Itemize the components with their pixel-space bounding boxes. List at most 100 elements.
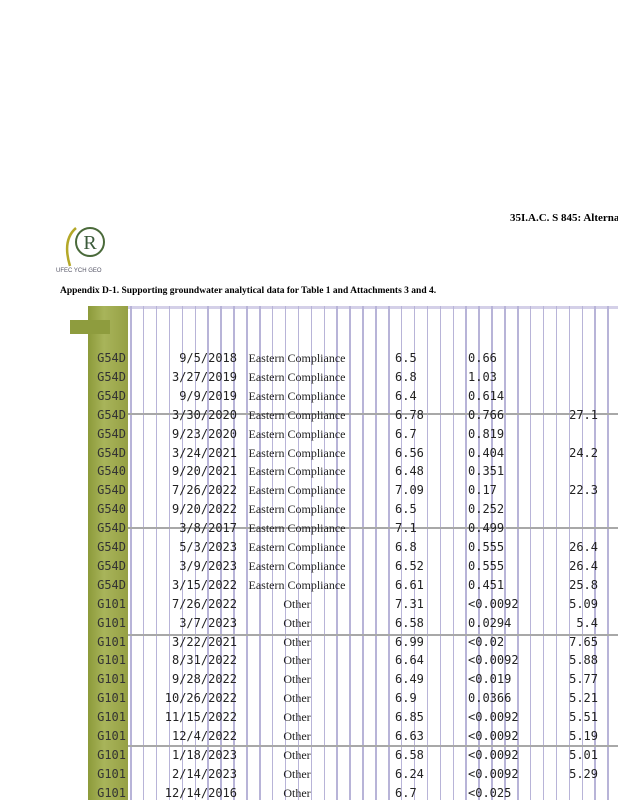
table-row: G54D 3/9/2023 Eastern Compliance 6.52 0.555 2…	[0, 557, 618, 576]
grid-column-line	[323, 306, 325, 800]
grid-column-line	[284, 306, 287, 800]
site-cell: Eastern Compliance	[248, 540, 346, 554]
well-id-cell: G101	[97, 766, 126, 781]
date-cell: 12/4/2022	[171, 729, 237, 743]
row-divider	[128, 634, 618, 636]
grid-column-line	[220, 306, 222, 800]
value-cell: <0.025	[468, 785, 512, 800]
ph-cell: 6.7	[395, 785, 417, 800]
date-cell: 3/8/2017	[179, 521, 237, 536]
svg-text:R: R	[83, 232, 97, 254]
date-cell: 8/31/2022	[171, 653, 237, 668]
grid-column-line	[465, 306, 467, 800]
value-cell: 0.66	[468, 351, 497, 365]
table-row: G54D 9/23/2020 Eastern Compliance 6.7 0.819	[0, 425, 618, 444]
date-cell: 7/26/2022	[171, 596, 237, 611]
grid-column-line	[555, 306, 558, 800]
table-row: G101 2/14/2023 Other 6.24 <0.0092 5.29	[0, 765, 618, 784]
value-cell: <0.0092	[468, 710, 519, 725]
value-cell: 7.65	[569, 634, 598, 649]
grid-column-line	[478, 306, 480, 800]
grid-column-line	[400, 306, 403, 800]
well-id-cell: G101	[97, 596, 126, 611]
site-cell: Eastern Compliance	[248, 577, 346, 592]
table-caption: Appendix D-1. Supporting groundwater ana…	[60, 286, 437, 296]
date-cell: 3/22/2021	[171, 634, 237, 649]
site-cell: Other	[283, 785, 311, 800]
ph-cell: 6.4	[395, 388, 417, 403]
value-cell: <0.0092	[468, 729, 519, 743]
value-cell: 5.09	[569, 596, 598, 611]
value-cell: 22.3	[569, 483, 598, 498]
date-cell: 3/27/2019	[171, 369, 237, 384]
grid-column-line	[413, 306, 416, 800]
well-id-cell: G540	[97, 502, 126, 517]
value-cell: 0.555	[468, 540, 505, 554]
grid-column-line	[130, 306, 132, 800]
well-id-cell: G540	[97, 464, 126, 479]
well-id-cell: G54D	[97, 483, 126, 498]
well-id-cell: G54D	[97, 558, 126, 573]
ph-cell: 6.63	[395, 729, 424, 743]
well-id-cell: G54D	[97, 407, 126, 422]
grid-column-line	[426, 306, 429, 800]
value-cell: 1.03	[468, 369, 497, 384]
well-id-cell: G54D	[97, 540, 126, 554]
grid-column-line	[504, 306, 506, 800]
date-cell: 7/26/2022	[171, 483, 237, 498]
site-cell: Other	[283, 710, 311, 725]
ph-cell: 6.52	[395, 558, 424, 573]
table-row: G54D 5/3/2023 Eastern Compliance 6.8 0.555 26…	[0, 538, 618, 557]
table-row: G101 12/14/2016 Other 6.7 <0.025	[0, 784, 618, 800]
table-row: G101 10/26/2022 Other 6.9 0.0366 5.21	[0, 689, 618, 708]
row-divider	[128, 527, 618, 529]
ph-cell: 7.09	[395, 483, 424, 498]
date-cell: 9/20/2021	[171, 464, 237, 479]
value-cell: 5.21	[569, 691, 598, 706]
ph-cell: 6.61	[395, 577, 424, 592]
value-cell: 5.51	[569, 710, 598, 725]
value-cell: 5.77	[569, 672, 598, 687]
table-top-border	[128, 306, 618, 309]
table-row: G101 7/26/2022 Other 7.31 <0.0092 5.09	[0, 595, 618, 614]
table-row: G540 9/20/2021 Eastern Compliance 6.48 0.351	[0, 462, 618, 481]
well-id-cell: G54D	[97, 577, 126, 592]
grid-column-line	[181, 306, 184, 800]
site-cell: Eastern Compliance	[248, 521, 346, 536]
table-row: G101 9/28/2022 Other 6.49 <0.019 5.77	[0, 670, 618, 689]
value-cell: <0.0092	[468, 596, 519, 611]
site-cell: Other	[283, 634, 311, 649]
table-row: G101 3/22/2021 Other 6.99 <0.02 7.65	[0, 633, 618, 652]
grid-column-line	[594, 306, 596, 800]
site-cell: Other	[283, 691, 311, 706]
site-cell: Other	[283, 729, 311, 743]
date-cell: 9/9/2019	[179, 388, 237, 403]
grid-column-line	[297, 306, 300, 800]
table-row: G54D 3/24/2021 Eastern Compliance 6.56 0.404…	[0, 444, 618, 463]
grid-column-line	[581, 306, 583, 800]
value-cell: 5.88	[569, 653, 598, 668]
table-row: G54D 7/26/2022 Eastern Compliance 7.09 0.17 2…	[0, 481, 618, 500]
ph-cell: 6.8	[395, 540, 417, 554]
ph-cell: 6.49	[395, 672, 424, 687]
table-row: G101 1/18/2023 Other 6.58 <0.0092 5.01	[0, 746, 618, 765]
site-cell: Other	[283, 653, 311, 668]
well-id-cell: G101	[97, 672, 126, 687]
well-id-cell: G101	[97, 747, 126, 762]
well-column-band	[88, 306, 128, 800]
ph-cell: 6.9	[395, 691, 417, 706]
value-cell: 0.0366	[468, 691, 512, 706]
grid-column-line	[194, 306, 196, 800]
date-cell: 1/18/2023	[171, 747, 237, 762]
well-id-cell: G54D	[97, 445, 126, 460]
table-row: G54D 3/27/2019 Eastern Compliance 6.8 1.03	[0, 368, 618, 387]
well-id-cell: G101	[97, 710, 126, 725]
row-divider	[128, 413, 618, 415]
value-cell: 0.819	[468, 426, 505, 441]
grid-column-line	[607, 306, 609, 800]
header-citation: 35I.A.C. S 845: Alternat	[510, 212, 618, 224]
value-cell: 26.4	[569, 558, 598, 573]
grid-column-line	[388, 306, 390, 800]
ph-cell: 6.24	[395, 766, 424, 781]
well-id-cell: G101	[97, 634, 126, 649]
